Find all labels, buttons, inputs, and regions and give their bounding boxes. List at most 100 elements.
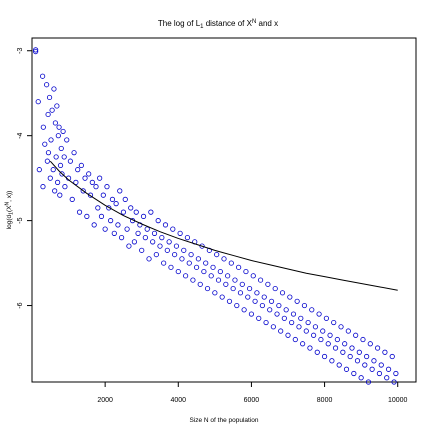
- trend-line: [49, 160, 398, 291]
- data-point: [334, 336, 340, 343]
- data-point: [54, 103, 60, 109]
- data-point: [292, 336, 298, 343]
- data-point: [108, 218, 114, 224]
- data-point: [148, 209, 154, 215]
- data-point: [144, 226, 150, 232]
- y-axis: -3 -4 -5 -6: [17, 48, 32, 309]
- data-point: [128, 205, 134, 211]
- data-point: [78, 162, 84, 169]
- x-tick-label: 10000: [388, 397, 408, 404]
- data-point: [316, 311, 322, 317]
- data-point: [391, 379, 397, 385]
- data-point: [245, 294, 251, 300]
- data-point: [257, 277, 264, 283]
- data-point: [236, 264, 242, 270]
- ylabel-part-3: , x)): [6, 191, 13, 202]
- data-point: [188, 251, 194, 258]
- data-point: [190, 277, 196, 283]
- data-point: [57, 162, 64, 169]
- data-point: [349, 345, 355, 351]
- data-point: [338, 324, 344, 330]
- data-point: [115, 222, 121, 228]
- data-point: [389, 353, 395, 360]
- data-point: [113, 201, 119, 207]
- data-point: [261, 294, 267, 300]
- data-point: [270, 324, 276, 330]
- x-axis-label: Size N of the population: [189, 417, 258, 424]
- data-point: [111, 230, 117, 236]
- data-point: [345, 328, 351, 334]
- data-point: [162, 222, 169, 228]
- data-point: [360, 336, 366, 343]
- x-axis: 2000 4000 6000 8000 10000: [97, 382, 408, 404]
- data-point: [232, 277, 238, 283]
- data-point: [300, 341, 306, 347]
- data-point: [318, 336, 324, 343]
- data-point: [201, 268, 207, 275]
- data-point: [193, 264, 200, 270]
- data-point: [58, 145, 64, 152]
- data-point: [217, 268, 223, 275]
- data-point: [267, 307, 273, 313]
- data-point: [76, 209, 83, 215]
- data-point: [265, 281, 271, 287]
- data-point: [73, 179, 79, 185]
- data-point: [157, 243, 163, 249]
- data-point: [219, 294, 225, 300]
- data-point: [54, 179, 61, 185]
- data-point: [309, 307, 315, 313]
- title-subscript: 1: [200, 24, 204, 30]
- data-point: [186, 260, 192, 266]
- data-point: [393, 370, 399, 377]
- data-point: [69, 196, 75, 202]
- data-point: [184, 235, 191, 241]
- data-point: [35, 99, 41, 105]
- data-point: [49, 107, 55, 113]
- data-point: [208, 273, 214, 279]
- data-point: [312, 324, 319, 330]
- data-point: [289, 319, 295, 326]
- data-point: [247, 285, 253, 292]
- data-point: [256, 315, 262, 321]
- data-point: [122, 196, 128, 202]
- data-point: [274, 311, 280, 317]
- data-point: [354, 358, 361, 364]
- data-point: [276, 302, 282, 309]
- data-point: [140, 213, 147, 219]
- data-point: [80, 188, 86, 194]
- data-point: [378, 362, 384, 368]
- data-point: [42, 141, 48, 147]
- data-point: [241, 307, 247, 313]
- data-point: [226, 298, 233, 304]
- data-point: [93, 184, 99, 190]
- ylabel-part-1: log(d: [6, 214, 13, 229]
- data-point: [305, 319, 311, 326]
- data-point: [139, 247, 145, 253]
- data-point: [325, 341, 331, 347]
- data-point: [283, 307, 289, 313]
- data-point: [133, 209, 139, 215]
- data-point: [179, 256, 185, 262]
- chart-title: The log of L1 distance of XN and x: [158, 19, 278, 30]
- data-point: [343, 366, 350, 372]
- data-point: [120, 209, 127, 215]
- data-point: [385, 366, 392, 372]
- data-point: [67, 158, 74, 164]
- title-superscript: N: [252, 19, 256, 25]
- data-point: [239, 281, 245, 287]
- x-tick-label: 6000: [244, 397, 260, 404]
- data-point: [91, 222, 97, 228]
- data-point: [310, 332, 317, 338]
- data-point: [151, 230, 158, 236]
- data-point: [362, 362, 368, 368]
- data-point: [57, 192, 63, 198]
- data-point: [197, 281, 203, 287]
- y-tick-label: -3: [17, 48, 24, 54]
- data-point: [177, 230, 183, 236]
- data-point: [98, 213, 105, 219]
- data-point: [347, 353, 353, 360]
- data-point: [100, 192, 106, 198]
- data-point: [314, 349, 320, 355]
- data-point: [351, 370, 357, 377]
